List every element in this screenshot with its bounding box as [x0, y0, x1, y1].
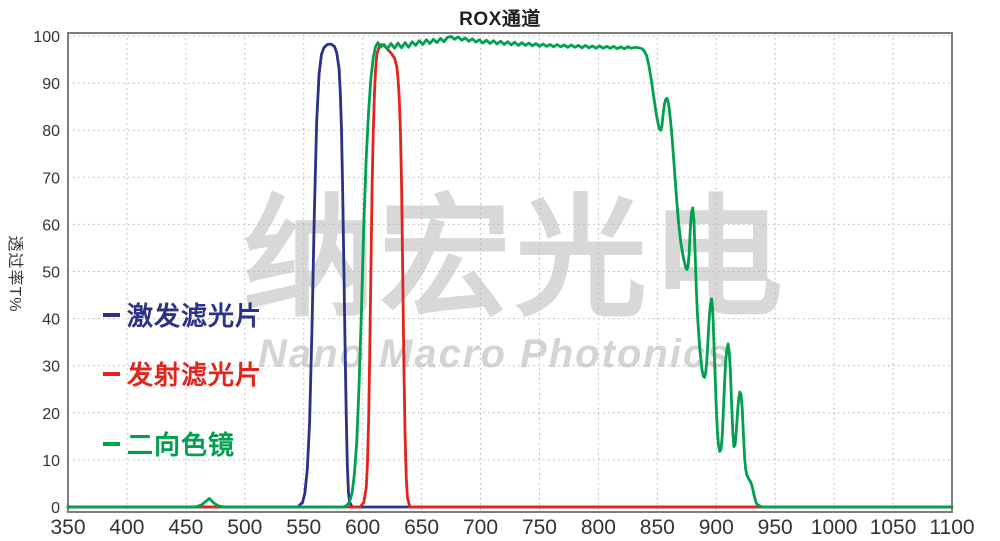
y-tick-label: 50 — [42, 265, 60, 282]
y-tick-label: 90 — [42, 76, 60, 93]
legend-item-dichroic-mirror: 二向色镜 — [103, 425, 235, 462]
legend-label: 发射滤光片 — [127, 360, 263, 390]
x-tick-label: 1000 — [811, 516, 858, 539]
x-tick-label: 1050 — [870, 516, 917, 539]
legend-item-emission-filter: 发射滤光片 — [103, 355, 262, 392]
x-tick-label: 400 — [109, 516, 144, 539]
legend-item-excitation-filter: 激发滤光片 — [103, 296, 262, 333]
x-tick-label: 750 — [522, 516, 557, 539]
x-tick-label: 350 — [50, 516, 85, 539]
x-tick-label: 500 — [227, 516, 262, 539]
x-tick-label: 650 — [404, 516, 439, 539]
y-tick-label: 30 — [42, 359, 60, 376]
legend-label: 激发滤光片 — [127, 301, 263, 331]
x-tick-label: 450 — [168, 516, 203, 539]
x-tick-label: 700 — [463, 516, 498, 539]
curve-0 — [66, 42, 954, 509]
x-tick-label: 850 — [640, 516, 675, 539]
y-tick-label: 0 — [51, 500, 60, 517]
watermark-english: Nano Macro Photonics — [258, 332, 732, 376]
y-tick-label: 10 — [42, 453, 60, 470]
y-tick-label: 20 — [42, 406, 60, 423]
legend-label: 二向色镜 — [127, 430, 236, 460]
plot-border — [67, 32, 953, 513]
x-tick-label: 550 — [286, 516, 321, 539]
y-axis-label: 透过率T% — [6, 235, 23, 313]
y-tick-label: 70 — [42, 170, 60, 187]
legend-dash-blue-icon — [103, 312, 120, 317]
legend-dash-red-icon — [103, 371, 120, 376]
x-tick-label: 950 — [758, 516, 793, 539]
y-tick-label: 40 — [42, 312, 60, 329]
y-tick-label: 60 — [42, 217, 60, 234]
x-tick-label: 900 — [699, 516, 734, 539]
y-tick-label: 80 — [42, 123, 60, 140]
legend-dash-green-icon — [103, 441, 120, 446]
curve-2 — [66, 35, 954, 509]
x-tick-label: 1100 — [929, 516, 974, 539]
x-tick-label: 800 — [581, 516, 616, 539]
chart-title: ROX通道 — [459, 9, 541, 30]
y-tick-label: 100 — [33, 29, 60, 46]
x-tick-label: 600 — [345, 516, 380, 539]
